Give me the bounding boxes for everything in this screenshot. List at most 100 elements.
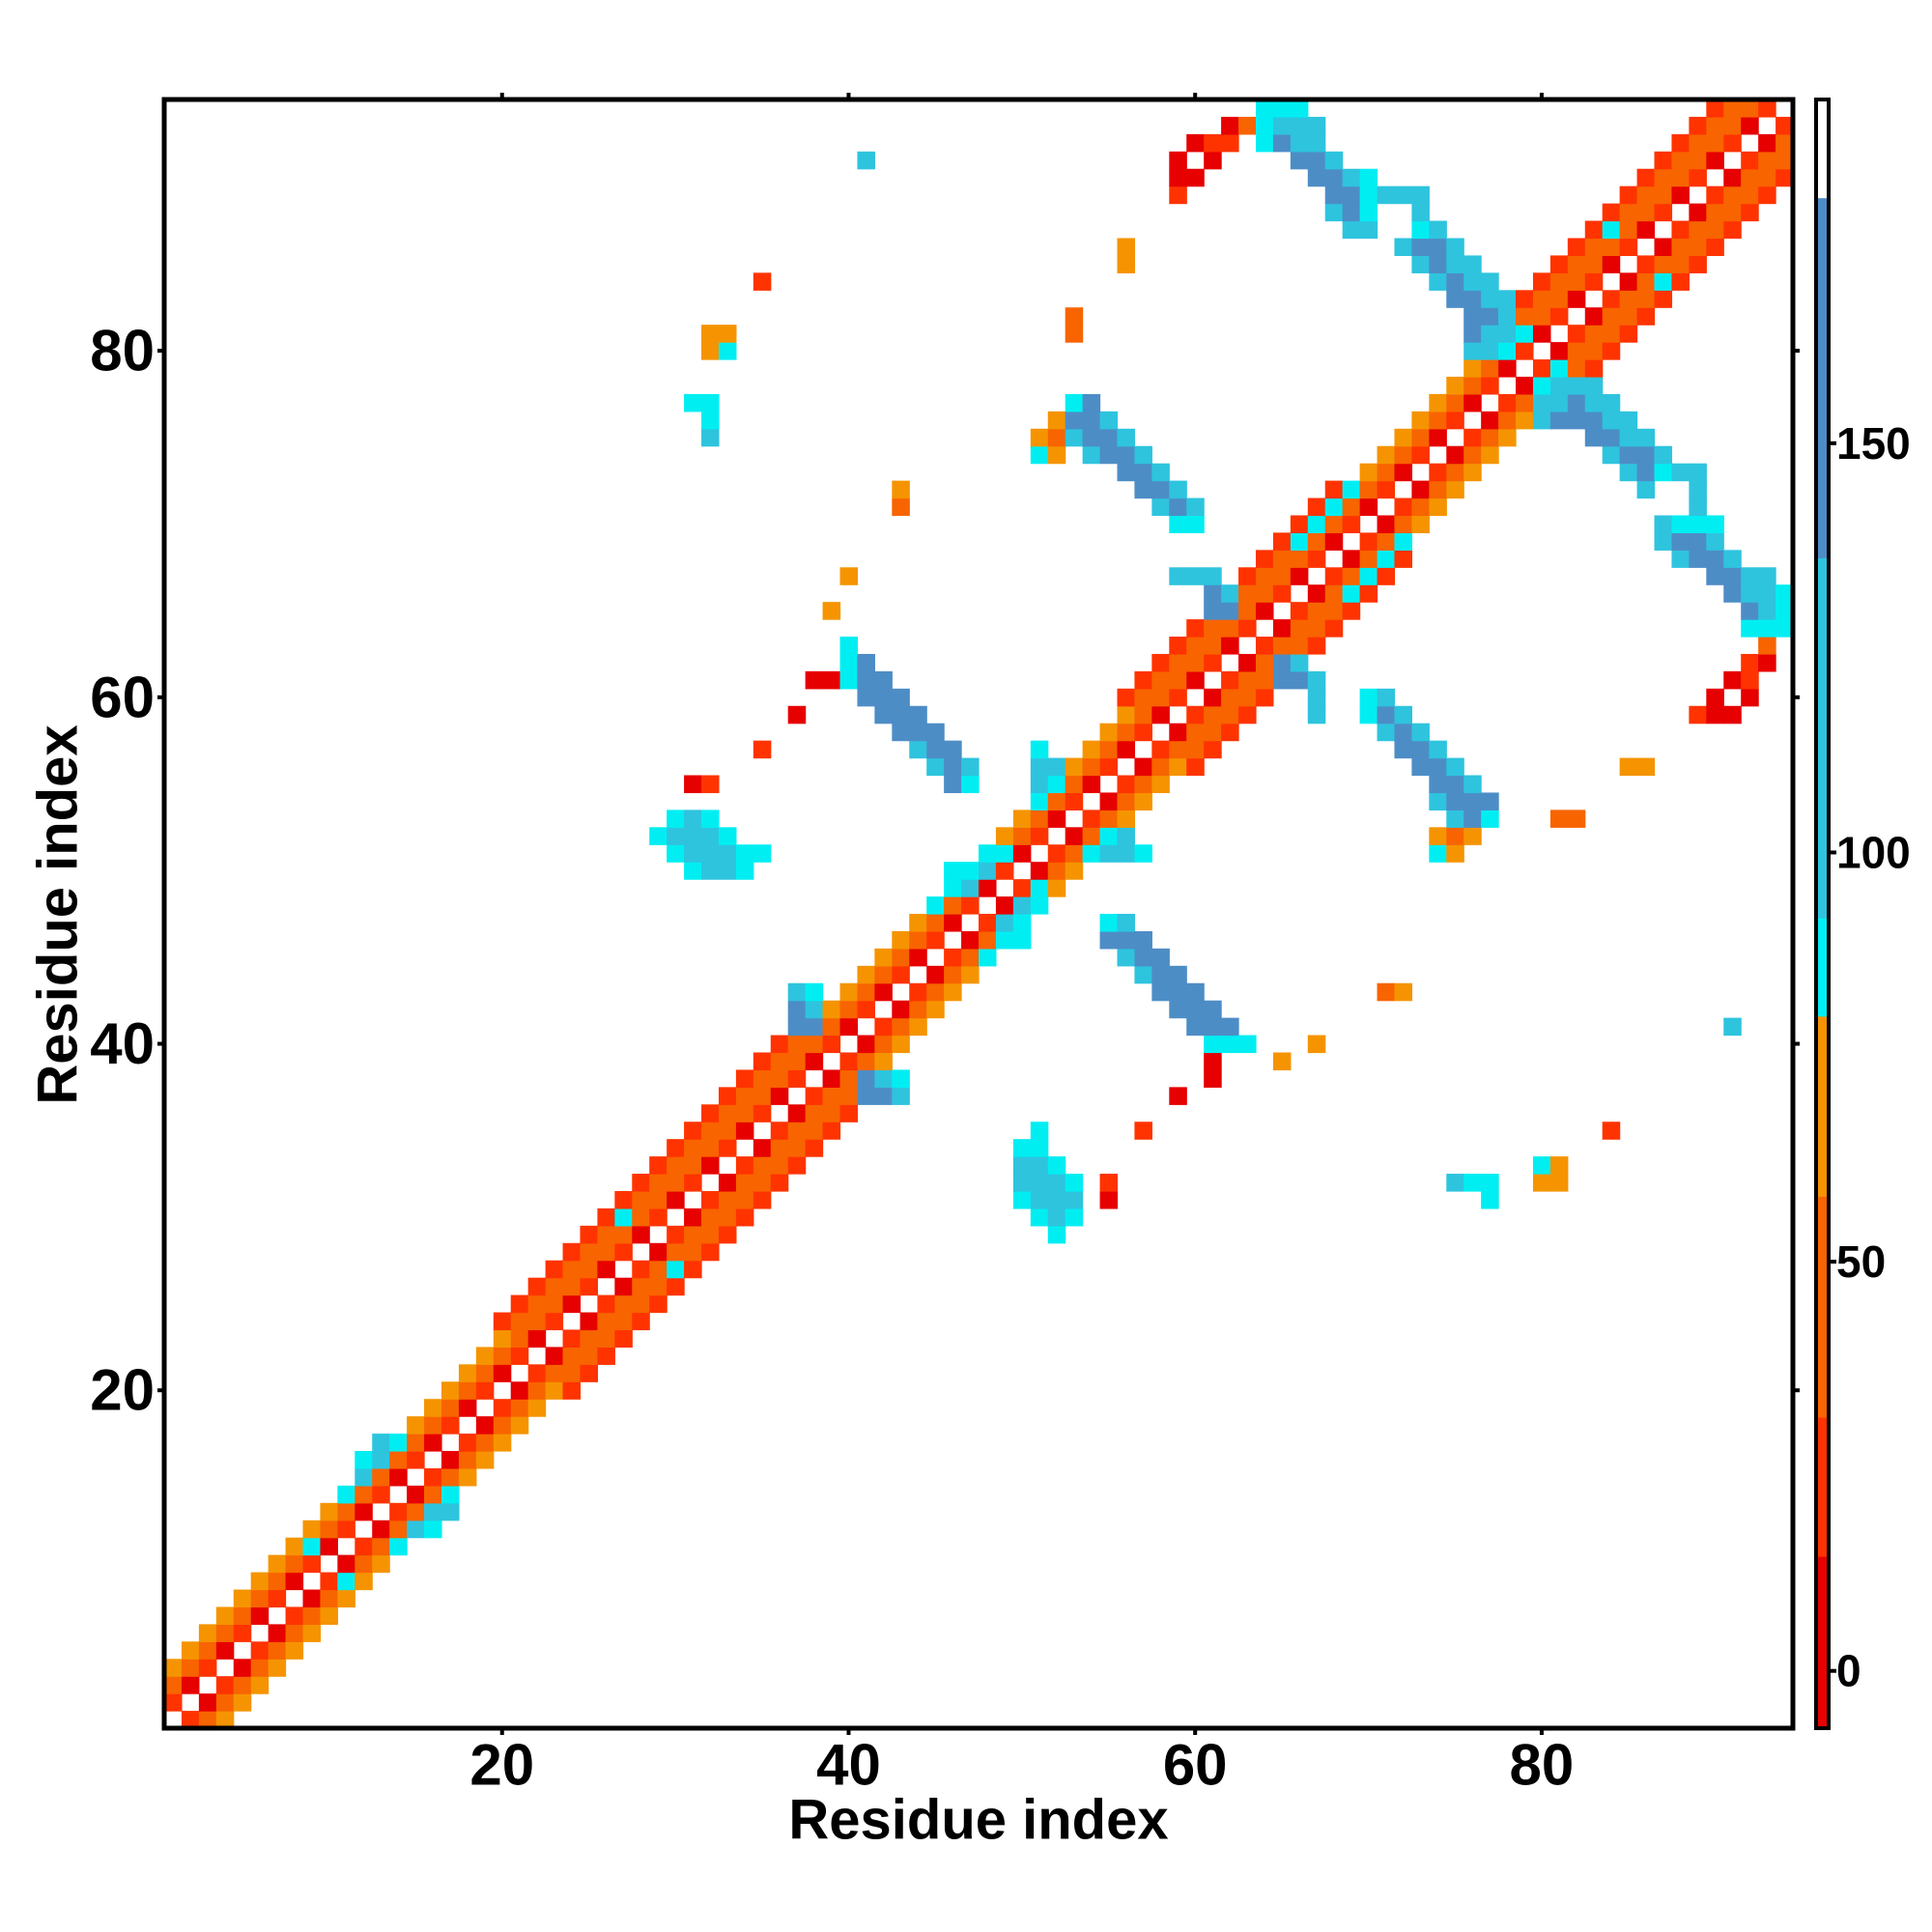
heatmap-cell xyxy=(1463,792,1482,810)
heatmap-cell xyxy=(250,1606,270,1625)
heatmap-cell xyxy=(667,827,685,845)
heatmap-cell xyxy=(892,705,910,724)
heatmap-cell xyxy=(372,1520,390,1539)
heatmap-cell xyxy=(320,1537,338,1556)
heatmap-cell xyxy=(667,1225,685,1244)
heatmap-cell xyxy=(1255,653,1274,672)
heatmap-cell xyxy=(926,757,945,777)
heatmap-cell xyxy=(1706,185,1724,205)
heatmap-cell xyxy=(1463,1174,1482,1192)
heatmap-cell xyxy=(1324,203,1344,222)
heatmap-cell xyxy=(1204,740,1222,759)
heatmap-cell xyxy=(233,1659,252,1677)
heatmap-cell xyxy=(1671,255,1690,273)
heatmap-cell xyxy=(926,1000,945,1019)
heatmap-cell xyxy=(1082,844,1101,863)
axes: 20 40 60 80 20 40 60 80 xyxy=(90,93,1800,1798)
heatmap-cell xyxy=(1117,688,1136,707)
plot-frame xyxy=(161,97,1796,1731)
heatmap-cell xyxy=(1671,185,1690,205)
heatmap-cell xyxy=(1654,532,1673,551)
heatmap-cell xyxy=(1671,133,1690,153)
heatmap-cell xyxy=(1324,497,1344,517)
heatmap-cell xyxy=(1516,342,1534,360)
heatmap-cell xyxy=(1012,914,1032,932)
heatmap-cell xyxy=(1394,445,1413,465)
heatmap-cell xyxy=(1463,428,1482,447)
heatmap-cell xyxy=(1204,637,1222,655)
heatmap-cell xyxy=(1498,307,1517,326)
heatmap-cell xyxy=(1204,705,1222,724)
heatmap-cell xyxy=(805,982,824,1002)
heatmap-cell xyxy=(1654,463,1673,482)
heatmap-cell xyxy=(1238,688,1257,707)
colorbar-tick-label: 150 xyxy=(1836,418,1911,469)
heatmap-cell xyxy=(1290,550,1309,568)
heatmap-cell xyxy=(1065,411,1084,430)
heatmap-cell xyxy=(1012,1156,1032,1175)
heatmap-cell xyxy=(424,1416,442,1435)
heatmap-cell xyxy=(1549,411,1569,430)
heatmap-cell xyxy=(1134,445,1152,465)
heatmap-cell xyxy=(892,948,910,967)
heatmap-cell xyxy=(250,1676,270,1694)
heatmap-cell xyxy=(1689,116,1707,135)
colorbar-tick-label: 50 xyxy=(1836,1236,1886,1287)
heatmap-cell xyxy=(961,775,980,794)
heatmap-cell xyxy=(1169,1087,1187,1105)
heatmap-cell xyxy=(1272,619,1292,638)
heatmap-cell xyxy=(787,1104,807,1122)
heatmap-cell xyxy=(1567,376,1586,395)
heatmap-cell xyxy=(215,1641,235,1660)
heatmap-cells xyxy=(164,99,1794,1729)
heatmap-cell xyxy=(1689,463,1707,482)
heatmap-cell xyxy=(1238,602,1257,620)
heatmap-cell xyxy=(285,1572,304,1591)
heatmap-cell xyxy=(787,1000,807,1019)
heatmap-cell xyxy=(805,1104,824,1122)
heatmap-cell xyxy=(1082,810,1101,828)
heatmap-cell xyxy=(1758,151,1776,170)
heatmap-cell xyxy=(1186,740,1205,759)
heatmap-cell xyxy=(1584,342,1604,360)
heatmap-cell xyxy=(1012,879,1032,897)
heatmap-cell xyxy=(1394,723,1413,742)
heatmap-cell xyxy=(979,879,997,897)
heatmap-cell xyxy=(355,1554,373,1574)
heatmap-cell xyxy=(1082,827,1101,845)
heatmap-cell xyxy=(753,844,772,863)
heatmap-cell xyxy=(1134,723,1152,742)
heatmap-cell xyxy=(597,1225,615,1244)
heatmap-cell xyxy=(1481,411,1499,430)
heatmap-cell xyxy=(1151,948,1170,967)
heatmap-cell xyxy=(701,1225,720,1244)
heatmap-cell xyxy=(909,723,927,742)
heatmap-cell xyxy=(1359,497,1378,517)
heatmap-cell xyxy=(1324,480,1344,499)
heatmap-cell xyxy=(1549,307,1569,326)
heatmap-cell xyxy=(1516,307,1534,326)
heatmap-cell xyxy=(753,1174,772,1192)
heatmap-cell xyxy=(667,844,685,863)
heatmap-cell xyxy=(1012,844,1032,863)
heatmap-cell xyxy=(1134,480,1152,499)
heatmap-cell xyxy=(1290,99,1309,118)
heatmap-cell xyxy=(1065,844,1084,863)
heatmap-cell xyxy=(874,1017,893,1037)
heatmap-cell xyxy=(1689,151,1707,170)
heatmap-cell xyxy=(1238,653,1257,672)
heatmap-cell xyxy=(562,1381,582,1400)
heatmap-cell xyxy=(458,1434,477,1452)
heatmap-cell xyxy=(1498,342,1517,360)
heatmap-cell xyxy=(1463,325,1482,343)
heatmap-cell xyxy=(892,480,910,499)
heatmap-cell xyxy=(1549,810,1569,828)
heatmap-cell xyxy=(753,272,772,291)
heatmap-cell xyxy=(1047,757,1066,777)
heatmap-cell xyxy=(510,1399,529,1417)
heatmap-cell xyxy=(684,844,702,863)
heatmap-cell xyxy=(1117,705,1136,724)
heatmap-cell xyxy=(1463,290,1482,308)
heatmap-cell xyxy=(1151,740,1170,759)
